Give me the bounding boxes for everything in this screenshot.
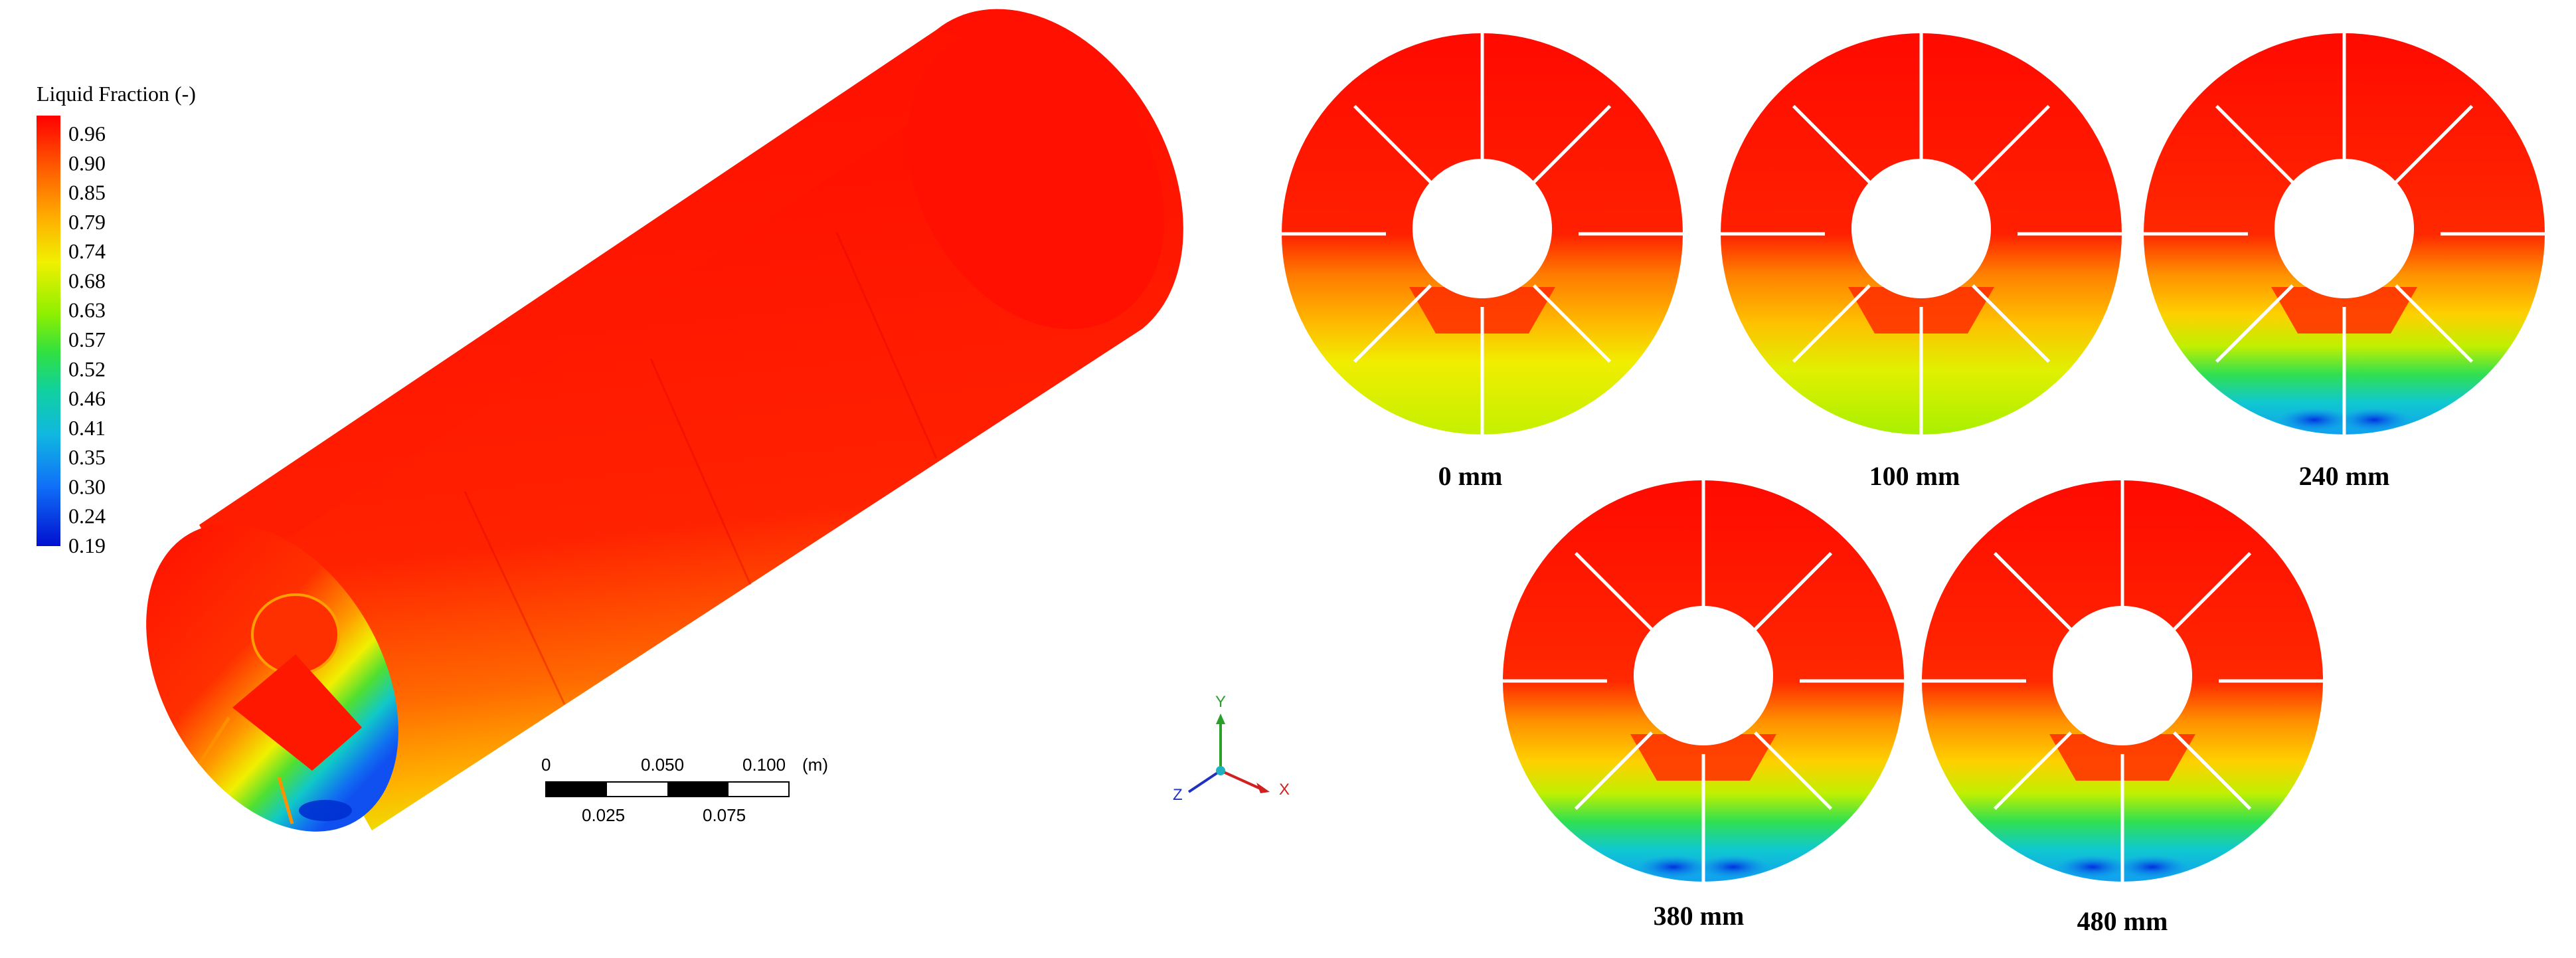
section-inner-tube xyxy=(2275,159,2414,298)
section-inner-tube xyxy=(2053,606,2192,745)
legend-tick-label: 0.24 xyxy=(68,504,106,528)
legend-tick-label: 0.79 xyxy=(68,210,106,234)
cross-section: 0 mm xyxy=(1282,33,1683,491)
legend-tick-label: 0.68 xyxy=(68,268,106,292)
fin-line xyxy=(2215,284,2294,363)
fin-line xyxy=(2215,104,2294,183)
scale-label-0: 0 xyxy=(541,755,551,775)
section-inner-tube xyxy=(1851,159,1991,298)
section-label: 0 mm xyxy=(1438,461,1503,491)
section-label: 480 mm xyxy=(2077,906,2168,936)
x-axis-arrow xyxy=(1220,769,1262,791)
z-axis-label: Z xyxy=(1173,786,1183,804)
legend-tick-label: 0.85 xyxy=(68,181,106,205)
fin-line xyxy=(1972,284,2051,363)
legend-colorbar xyxy=(37,116,60,546)
section-label: 100 mm xyxy=(1869,461,1960,491)
color-legend: Liquid Fraction (-) 0.96 0.90 0.85 0.79 0.74… xyxy=(37,82,196,557)
cross-sections: 0 mm 100 mm 240 mm 380 mm 480 mm xyxy=(1282,33,2545,936)
section-inner-tube xyxy=(1413,159,1552,298)
fin-line xyxy=(1993,731,2072,811)
legend-tick-label: 0.30 xyxy=(68,474,106,498)
fin-line xyxy=(1353,104,1432,183)
axis-triad: Y X Z xyxy=(1173,693,1290,804)
cylinder-3d-view xyxy=(146,9,1183,832)
legend-tick-label: 0.90 xyxy=(68,151,106,175)
fin-line xyxy=(1993,551,2072,630)
z-axis-arrow xyxy=(1187,769,1222,793)
scale-label-0075: 0.075 xyxy=(703,805,746,825)
cross-section: 380 mm xyxy=(1503,480,1904,931)
legend-tick-labels: 0.96 0.90 0.85 0.79 0.74 0.68 0.63 0.57 0.52 0.46… xyxy=(68,122,106,557)
cross-section: 100 mm xyxy=(1721,33,2122,491)
fin-line xyxy=(1972,104,2051,183)
legend-tick-label: 0.46 xyxy=(68,387,106,411)
legend-tick-label: 0.74 xyxy=(68,239,106,263)
fin-line xyxy=(1533,284,1612,363)
legend-tick-label: 0.96 xyxy=(68,122,106,145)
fin-line xyxy=(1792,284,1871,363)
legend-tick-label: 0.52 xyxy=(68,357,106,381)
cylinder-far-cap xyxy=(907,29,1165,330)
fin-line xyxy=(1533,104,1612,183)
legend-tick-label: 0.19 xyxy=(68,533,106,557)
fin-line xyxy=(2173,551,2252,630)
cross-section: 480 mm xyxy=(1922,480,2323,936)
fin-line xyxy=(1574,551,1653,630)
scale-unit: (m) xyxy=(802,755,828,775)
x-axis-label: X xyxy=(1279,781,1290,799)
cross-section: 240 mm xyxy=(2144,33,2545,491)
legend-tick-label: 0.57 xyxy=(68,328,106,351)
fin-line xyxy=(1574,731,1653,811)
section-inner-tube xyxy=(1634,606,1773,745)
section-label: 380 mm xyxy=(1654,901,1745,931)
scale-label-0100: 0.100 xyxy=(742,755,786,775)
scale-label-0050: 0.050 xyxy=(641,755,684,775)
section-label: 240 mm xyxy=(2299,461,2390,491)
y-axis-label: Y xyxy=(1215,693,1226,711)
fin-line xyxy=(1754,731,1833,811)
fin-line xyxy=(1754,551,1833,630)
legend-tick-label: 0.63 xyxy=(68,298,106,322)
scale-label-0025: 0.025 xyxy=(582,805,625,825)
fin-line xyxy=(2395,104,2474,183)
fin-line xyxy=(1353,284,1432,363)
fin-line xyxy=(1792,104,1871,183)
scale-bar: 0 0.050 0.100 (m) 0.025 0.075 xyxy=(541,755,828,825)
fin-line xyxy=(2173,731,2252,811)
legend-title: Liquid Fraction (-) xyxy=(37,82,196,106)
legend-tick-label: 0.41 xyxy=(68,416,106,440)
legend-tick-label: 0.35 xyxy=(68,445,106,469)
fin-line xyxy=(2395,284,2474,363)
